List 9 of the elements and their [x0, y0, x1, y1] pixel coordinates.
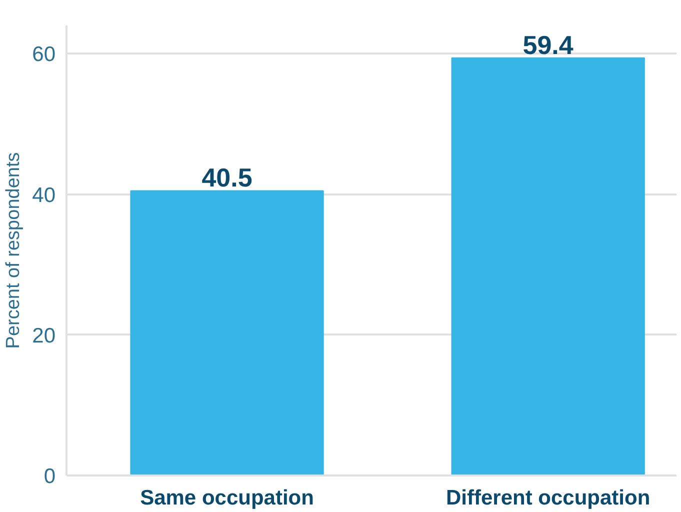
y-tick-label: 20 [32, 324, 56, 348]
y-tick-label: 60 [32, 43, 56, 66]
y-axis-title: Percent of respondents [3, 152, 24, 349]
x-tick-label: Different occupation [446, 486, 650, 510]
data-label: 59.4 [522, 30, 574, 60]
data-label: 40.5 [202, 162, 252, 193]
y-tick-label: 0 [44, 465, 56, 488]
y-tick-label: 40 [32, 184, 56, 207]
x-tick-label: Same occupation [140, 486, 314, 510]
